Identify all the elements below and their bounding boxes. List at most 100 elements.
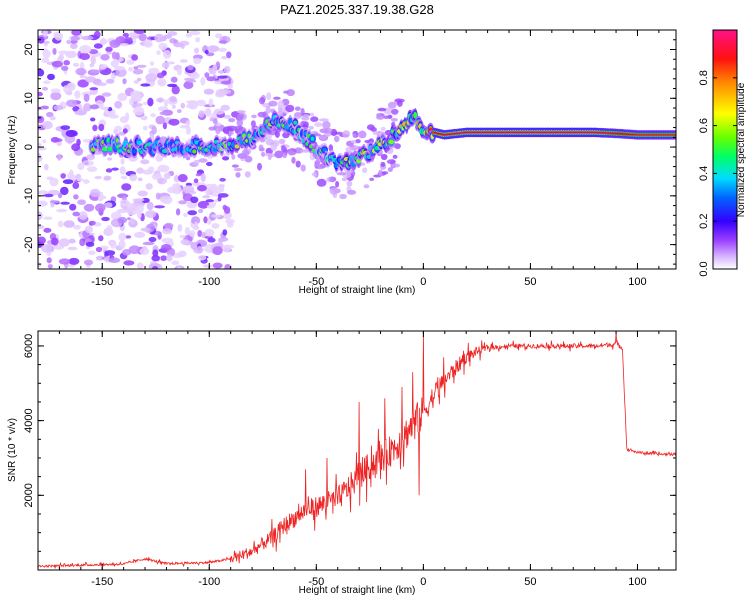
- noise-speckle: [185, 120, 191, 126]
- noise-speckle: [111, 51, 117, 60]
- noise-speckle: [257, 111, 267, 118]
- noise-speckle: [95, 82, 108, 86]
- noise-speckle: [186, 100, 198, 104]
- noise-speckle: [397, 99, 403, 107]
- noise-speckle: [193, 57, 202, 65]
- colorbar-label: Normalized spectral amplitude: [736, 82, 747, 217]
- noise-speckle: [161, 195, 173, 205]
- noise-speckle: [46, 111, 54, 118]
- noise-speckle: [107, 157, 112, 161]
- noise-speckle: [380, 161, 386, 167]
- noise-speckle: [316, 158, 320, 167]
- noise-speckle: [147, 97, 154, 107]
- noise-speckle: [104, 250, 116, 256]
- noise-speckle: [339, 193, 347, 200]
- noise-speckle: [68, 238, 76, 244]
- noise-speckle: [49, 177, 59, 187]
- noise-speckle: [89, 188, 101, 198]
- noise-speckle: [95, 203, 106, 212]
- y-tick-label: 10: [23, 92, 35, 104]
- noise-speckle: [88, 250, 96, 256]
- noise-speckle: [101, 216, 110, 222]
- noise-speckle: [167, 83, 178, 88]
- noise-speckle: [226, 221, 234, 228]
- noise-speckle: [83, 259, 94, 266]
- spectrogram-xlabel: Height of straight line (km): [299, 285, 416, 296]
- noise-speckle: [97, 197, 104, 202]
- noise-speckle: [105, 46, 113, 53]
- noise-speckle: [133, 80, 139, 84]
- noise-speckle: [42, 49, 51, 59]
- noise-speckle: [79, 52, 90, 61]
- noise-speckle: [274, 130, 280, 138]
- noise-speckle: [93, 43, 103, 49]
- noise-speckle: [201, 232, 207, 238]
- noise-speckle: [224, 264, 232, 269]
- noise-speckle: [161, 61, 170, 69]
- noise-speckle: [180, 102, 186, 109]
- noise-speckle: [114, 125, 123, 132]
- noise-speckle: [210, 185, 218, 192]
- noise-speckle: [67, 246, 78, 251]
- x-tick-label: -100: [198, 576, 220, 588]
- noise-speckle: [128, 67, 134, 72]
- noise-speckle: [117, 92, 128, 102]
- noise-speckle: [151, 255, 160, 262]
- noise-speckle: [72, 181, 80, 190]
- noise-speckle: [57, 220, 64, 228]
- noise-speckle: [283, 90, 289, 94]
- noise-speckle: [42, 139, 47, 143]
- noise-speckle: [152, 266, 159, 269]
- noise-speckle: [288, 149, 294, 156]
- noise-speckle: [38, 262, 42, 268]
- noise-speckle: [204, 72, 210, 78]
- noise-speckle: [81, 35, 94, 41]
- noise-speckle: [106, 51, 112, 55]
- noise-speckle: [109, 39, 121, 48]
- noise-speckle: [83, 203, 95, 212]
- noise-speckle: [219, 177, 226, 182]
- noise-speckle: [189, 230, 196, 237]
- ridge-cell: [287, 119, 293, 124]
- noise-speckle: [162, 49, 172, 59]
- noise-speckle: [251, 114, 257, 119]
- noise-speckle: [89, 63, 95, 68]
- noise-speckle: [111, 72, 116, 80]
- noise-speckle: [117, 208, 125, 213]
- y-tick-label: 2000: [23, 483, 35, 507]
- noise-speckle: [109, 242, 117, 249]
- noise-speckle: [369, 177, 375, 181]
- noise-speckle: [120, 202, 130, 207]
- noise-speckle: [44, 163, 49, 171]
- noise-speckle: [188, 30, 201, 36]
- noise-speckle: [300, 164, 306, 172]
- noise-speckle: [129, 218, 136, 225]
- noise-speckle: [151, 125, 157, 135]
- noise-speckle: [198, 158, 208, 163]
- noise-speckle: [187, 64, 194, 71]
- noise-speckle: [129, 174, 138, 182]
- x-tick-label: -150: [91, 576, 113, 588]
- y-tick-label: -10: [23, 188, 35, 204]
- noise-speckle: [156, 50, 161, 55]
- noise-speckle: [227, 84, 233, 89]
- noise-speckle: [54, 138, 63, 142]
- colorbar-tick-label: 0.8: [698, 70, 710, 85]
- noise-speckle: [222, 156, 230, 161]
- noise-speckle: [52, 47, 57, 55]
- noise-speckle: [285, 104, 295, 113]
- noise-speckle: [392, 143, 401, 149]
- noise-speckle: [322, 123, 329, 129]
- noise-speckle: [226, 125, 237, 132]
- noise-speckle: [257, 162, 262, 171]
- noise-speckle: [264, 152, 273, 157]
- noise-speckle: [193, 178, 199, 184]
- noise-speckle: [346, 180, 353, 187]
- noise-speckle: [145, 210, 157, 219]
- noise-speckle: [316, 178, 327, 187]
- noise-speckle: [60, 186, 69, 196]
- noise-speckle: [335, 181, 340, 188]
- noise-speckle: [162, 227, 173, 235]
- noise-speckle: [222, 229, 228, 236]
- noise-speckle: [148, 236, 157, 243]
